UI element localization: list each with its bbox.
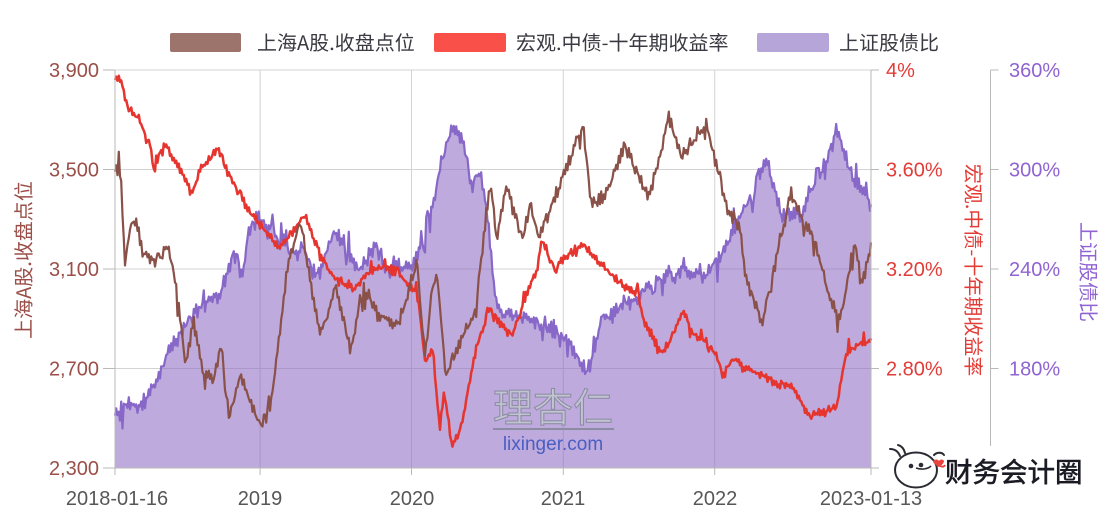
svg-text:3.20%: 3.20% — [886, 259, 943, 281]
svg-text:4%: 4% — [886, 60, 915, 82]
svg-text:2021: 2021 — [541, 488, 586, 510]
svg-text:2,700: 2,700 — [49, 359, 99, 381]
svg-text:2019: 2019 — [238, 488, 283, 510]
svg-text:3,900: 3,900 — [49, 60, 99, 82]
svg-text:2023-01-13: 2023-01-13 — [820, 488, 922, 510]
svg-text:2.80%: 2.80% — [886, 359, 943, 381]
svg-text:3.60%: 3.60% — [886, 160, 943, 182]
svg-text:2020: 2020 — [390, 488, 435, 510]
svg-text:3,500: 3,500 — [49, 160, 99, 182]
svg-text:360%: 360% — [1009, 60, 1060, 82]
svg-text:300%: 300% — [1009, 160, 1060, 182]
svg-text:240%: 240% — [1009, 259, 1060, 281]
svg-text:2,300: 2,300 — [49, 458, 99, 480]
svg-text:2022: 2022 — [693, 488, 738, 510]
svg-text:2018-01-16: 2018-01-16 — [66, 488, 168, 510]
svg-text:lixinger.com: lixinger.com — [503, 434, 603, 455]
svg-text:3,100: 3,100 — [49, 259, 99, 281]
svg-text:180%: 180% — [1009, 359, 1060, 381]
